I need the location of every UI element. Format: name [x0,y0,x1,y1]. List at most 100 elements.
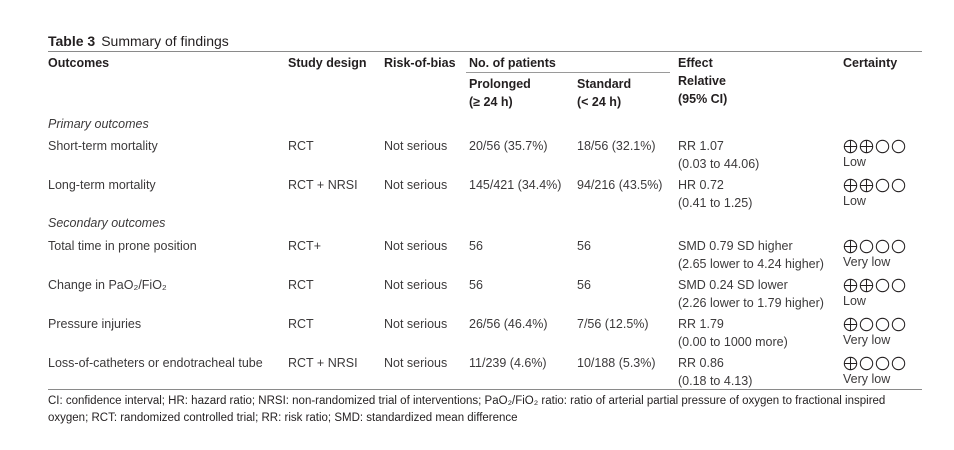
cell-design: RCT [288,139,314,153]
cell-effect: RR 0.86 (0.18 to 4.13) [678,354,752,390]
certainty-symbols [843,238,906,254]
header-no-patients: No. of patients [469,56,556,70]
table-title: Summary of findings [101,33,229,49]
certainty-empty-icon [875,178,890,192]
certainty-empty-icon [859,356,874,370]
cell-outcome: Change in PaO₂/FiO₂ [48,278,167,292]
cell-effect-estimate: RR 1.79 [678,317,724,331]
cell-effect-ci: (2.65 lower to 4.24 higher) [678,257,824,271]
certainty-empty-icon [875,139,890,153]
cell-bias: Not serious [384,278,448,292]
certainty-label: Low [843,155,866,169]
certainty-filled-icon [843,178,858,192]
cell-effect-ci: (0.00 to 1000 more) [678,335,788,349]
cell-effect-ci: (2.26 lower to 1.79 higher) [678,296,824,310]
cell-design: RCT+ [288,239,321,253]
certainty-empty-icon [859,317,874,331]
section-primary: Primary outcomes [48,117,149,131]
cell-bias: Not serious [384,317,448,331]
table-footnote: CI: confidence interval; HR: hazard rati… [48,395,886,424]
certainty-rating: Very low [843,316,906,348]
header-prolonged: Prolonged (≥ 24 h) [469,75,531,111]
cell-outcome: Short-term mortality [48,139,158,153]
cell-effect-estimate: SMD 0.24 SD lower [678,278,788,292]
certainty-label: Very low [843,255,891,269]
certainty-label: Low [843,194,866,208]
certainty-label: Very low [843,372,891,386]
certainty-filled-icon [843,317,858,331]
certainty-empty-icon [891,178,906,192]
cell-design: RCT + NRSI [288,178,358,192]
cell-outcome: Loss-of-catheters or endotracheal tube [48,356,263,370]
cell-effect-estimate: HR 0.72 [678,178,724,192]
cell-prolonged: 11/239 (4.6%) [469,356,547,370]
no-patients-rule [466,72,670,73]
cell-prolonged: 26/56 (46.4%) [469,317,548,331]
cell-outcome: Pressure injuries [48,317,142,331]
certainty-filled-icon [859,278,874,292]
cell-design: RCT + NRSI [288,356,358,370]
certainty-symbols [843,277,906,293]
header-prolonged-line2: (≥ 24 h) [469,95,513,109]
certainty-rating: Low [843,177,906,209]
certainty-symbols [843,355,906,371]
cell-prolonged: 56 [469,278,483,292]
cell-effect-estimate: RR 0.86 [678,356,724,370]
certainty-empty-icon [891,278,906,292]
cell-outcome: Total time in prone position [48,239,197,253]
cell-standard: 94/216 (43.5%) [577,178,663,192]
cell-effect: SMD 0.79 SD higher (2.65 lower to 4.24 h… [678,237,824,273]
cell-effect-ci: (0.41 to 1.25) [678,196,753,210]
certainty-rating: Very low [843,238,906,270]
certainty-filled-icon [843,139,858,153]
cell-outcome: Long-term mortality [48,178,156,192]
cell-standard: 56 [577,239,591,253]
certainty-filled-icon [843,356,858,370]
cell-effect: RR 1.07 (0.03 to 44.06) [678,137,759,173]
header-certainty: Certainty [843,56,898,70]
cell-standard: 18/56 (32.1%) [577,139,656,153]
header-risk-of-bias: Risk-of-bias [384,56,456,70]
certainty-empty-icon [875,317,890,331]
cell-effect-estimate: RR 1.07 [678,139,724,153]
certainty-filled-icon [843,239,858,253]
certainty-filled-icon [859,139,874,153]
cell-effect: SMD 0.24 SD lower (2.26 lower to 1.79 hi… [678,276,824,312]
certainty-empty-icon [891,239,906,253]
cell-effect: HR 0.72 (0.41 to 1.25) [678,176,752,212]
header-effect: Effect Relative (95% CI) [678,54,727,108]
cell-bias: Not serious [384,239,448,253]
certainty-label: Very low [843,333,891,347]
cell-effect-ci: (0.18 to 4.13) [678,374,753,388]
header-standard: Standard (< 24 h) [577,75,631,111]
certainty-empty-icon [891,139,906,153]
section-secondary: Secondary outcomes [48,216,166,230]
header-standard-line1: Standard [577,77,632,91]
cell-effect: RR 1.79 (0.00 to 1000 more) [678,315,788,351]
cell-design: RCT [288,278,314,292]
cell-prolonged: 20/56 (35.7%) [469,139,548,153]
header-standard-line2: (< 24 h) [577,95,622,109]
top-rule [48,51,922,52]
cell-prolonged: 145/421 (34.4%) [469,178,562,192]
certainty-symbols [843,138,906,154]
cell-effect-estimate: SMD 0.79 SD higher [678,239,793,253]
certainty-rating: Low [843,138,906,170]
certainty-rating: Low [843,277,906,309]
cell-design: RCT [288,317,314,331]
header-effect-line1: Effect [678,56,713,70]
table-caption: Table 3 Summary of findings [48,33,229,49]
certainty-filled-icon [859,178,874,192]
cell-prolonged: 56 [469,239,483,253]
certainty-empty-icon [875,356,890,370]
certainty-filled-icon [843,278,858,292]
header-effect-line3: (95% CI) [678,92,728,106]
certainty-label: Low [843,294,866,308]
cell-bias: Not serious [384,139,448,153]
cell-standard: 10/188 (5.3%) [577,356,656,370]
certainty-empty-icon [891,356,906,370]
header-outcomes: Outcomes [48,56,110,70]
certainty-empty-icon [859,239,874,253]
bottom-rule [48,389,922,390]
certainty-symbols [843,177,906,193]
